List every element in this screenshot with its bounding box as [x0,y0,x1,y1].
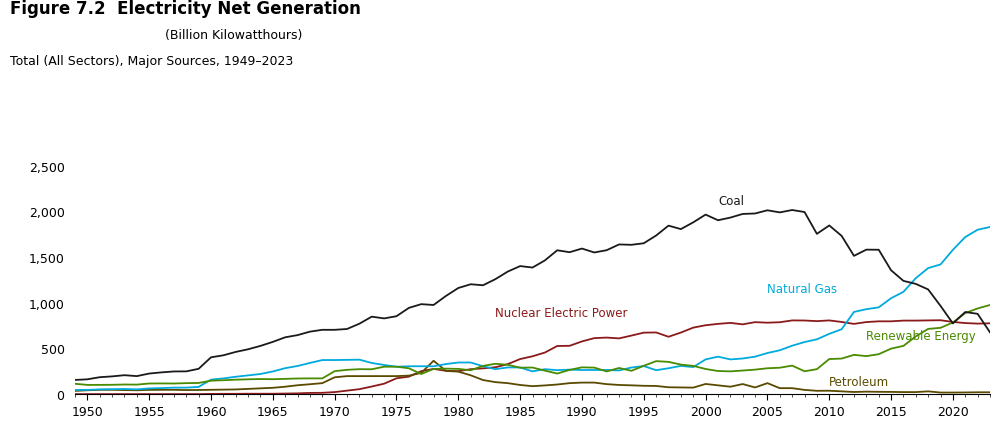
Text: Nuclear Electric Power: Nuclear Electric Power [495,307,628,319]
Text: Coal: Coal [718,194,744,208]
Text: (Billion Kilowatthours): (Billion Kilowatthours) [165,28,302,42]
Text: Petroleum: Petroleum [829,375,889,388]
Text: Renewable Energy: Renewable Energy [866,329,976,342]
Text: Figure 7.2  Electricity Net Generation: Figure 7.2 Electricity Net Generation [10,0,361,18]
Text: Natural Gas: Natural Gas [767,283,838,296]
Text: Total (All Sectors), Major Sources, 1949–2023: Total (All Sectors), Major Sources, 1949… [10,55,293,68]
